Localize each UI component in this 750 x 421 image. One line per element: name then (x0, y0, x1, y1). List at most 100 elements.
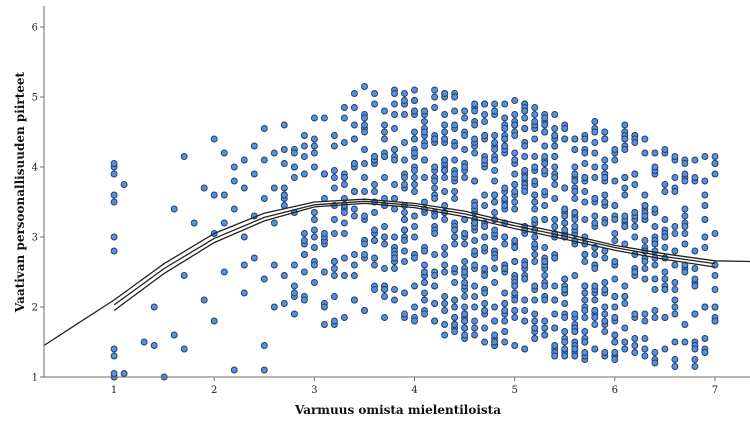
data-point (541, 128, 549, 136)
data-point (541, 121, 549, 129)
data-point (561, 226, 569, 234)
data-point (621, 345, 629, 353)
data-point (310, 233, 318, 241)
data-point (431, 251, 439, 258)
data-point (381, 121, 388, 129)
data-point (501, 265, 509, 272)
data-point (501, 307, 509, 314)
data-point (671, 296, 679, 304)
data-point (421, 247, 428, 255)
data-point (220, 191, 228, 199)
data-point (431, 282, 439, 290)
data-point (451, 328, 459, 335)
data-point (381, 135, 388, 143)
data-point (220, 149, 228, 157)
data-point (290, 261, 298, 269)
data-point (461, 258, 469, 265)
data-point (581, 282, 589, 290)
data-point (701, 177, 709, 185)
data-point (651, 314, 659, 321)
data-point (441, 251, 449, 258)
data-point (381, 174, 388, 181)
data-point (441, 167, 449, 174)
data-point (260, 125, 268, 132)
data-point (270, 184, 278, 192)
data-point (521, 167, 529, 174)
data-point (671, 363, 679, 370)
data-point (631, 335, 639, 342)
data-point (551, 282, 559, 290)
data-point (701, 216, 709, 223)
data-point (551, 310, 559, 318)
data-point (330, 184, 338, 192)
data-point (491, 177, 499, 185)
data-point (260, 366, 268, 374)
data-point (250, 254, 258, 262)
data-point (531, 198, 539, 206)
data-point (431, 317, 439, 325)
data-point (361, 251, 368, 258)
data-point (541, 244, 549, 251)
data-point (391, 156, 398, 164)
data-point (701, 191, 709, 199)
data-point (561, 286, 569, 293)
data-point (421, 310, 428, 318)
data-point (511, 296, 519, 304)
data-point (711, 286, 719, 293)
data-point (691, 363, 699, 370)
data-point (511, 181, 519, 188)
data-point (601, 349, 609, 356)
data-point (531, 191, 539, 199)
data-point (681, 321, 689, 328)
data-point (671, 188, 679, 195)
data-point (581, 328, 589, 335)
data-point (481, 265, 489, 272)
data-point (571, 146, 579, 153)
x-tick-label: 3 (311, 385, 317, 396)
data-point (371, 226, 378, 234)
data-point (310, 226, 318, 234)
data-point (340, 139, 348, 146)
data-point (180, 345, 188, 353)
data-point (581, 296, 589, 304)
data-point (621, 121, 629, 129)
data-point (581, 160, 589, 167)
data-point (300, 142, 308, 150)
data-point (511, 258, 519, 265)
data-point (571, 188, 579, 195)
data-point (701, 303, 709, 311)
data-point (401, 202, 408, 209)
data-point (601, 317, 609, 325)
data-point (300, 296, 308, 304)
data-point (711, 272, 719, 279)
data-point (691, 345, 699, 353)
data-point (521, 107, 529, 115)
data-point (481, 118, 489, 125)
data-point (541, 317, 549, 325)
data-point (591, 195, 599, 202)
data-point (210, 191, 218, 199)
data-point (340, 174, 348, 181)
data-point (601, 135, 609, 143)
data-point (491, 279, 499, 286)
data-point (631, 349, 639, 356)
data-point (461, 303, 469, 311)
data-point (511, 342, 519, 349)
data-point (641, 191, 649, 199)
data-point (641, 265, 649, 272)
data-point (651, 275, 659, 283)
data-point (481, 338, 489, 346)
data-point (350, 160, 358, 167)
data-point (350, 212, 358, 220)
data-point (591, 321, 599, 328)
data-point (681, 160, 689, 167)
data-point (691, 310, 699, 318)
data-point (651, 163, 659, 171)
data-point (601, 303, 609, 311)
x-tick-label: 2 (211, 385, 217, 396)
data-point (441, 300, 449, 307)
data-point (591, 314, 599, 321)
data-point (611, 177, 619, 185)
data-point (441, 293, 449, 300)
data-point (471, 135, 479, 143)
